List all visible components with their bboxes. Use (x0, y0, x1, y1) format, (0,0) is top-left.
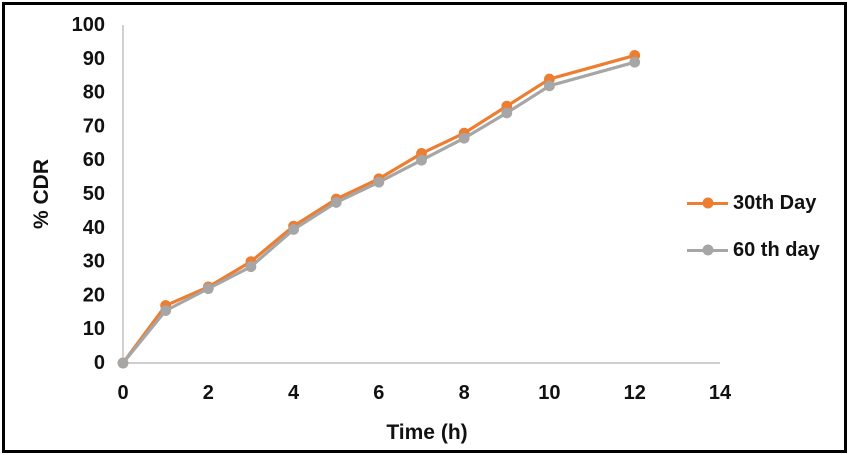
y-tick-label: 50 (83, 183, 105, 205)
series-1-marker (330, 197, 342, 208)
series-1-marker (288, 224, 299, 235)
y-tick-label: 90 (83, 48, 105, 70)
x-axis-title: Time (h) (386, 421, 468, 444)
series-1-marker (629, 56, 641, 68)
series-line-0 (121, 53, 637, 365)
x-tick-label: 12 (624, 382, 646, 404)
y-tick-label: 80 (83, 82, 105, 104)
legend-label: 60 th day (733, 238, 820, 261)
y-tick-label: 70 (83, 115, 105, 137)
y-tick-label: 10 (83, 318, 105, 340)
x-tick-label: 8 (459, 382, 470, 404)
series-1-marker (458, 132, 470, 144)
series-1-marker (245, 261, 257, 273)
y-tick-label: 0 (94, 352, 105, 374)
series-1-marker (544, 80, 555, 92)
x-tick-label: 4 (288, 382, 300, 404)
series-line-1 (121, 60, 637, 365)
y-axis-title: % CDR (30, 158, 53, 230)
y-tick-label: 30 (83, 251, 105, 273)
series-1-marker (373, 176, 385, 188)
legend-dot-swatch (702, 244, 713, 256)
y-tick-label: 100 (72, 14, 105, 36)
x-tick-label: 0 (117, 382, 128, 404)
series-1-marker (416, 154, 427, 166)
series-1-marker (160, 305, 172, 317)
series-1-marker (501, 107, 513, 119)
legend-entry-60th-day: 60 th day (687, 236, 820, 264)
line-with-marker-icon (687, 244, 728, 256)
y-tick-label: 20 (83, 284, 105, 306)
x-tick-label: 2 (203, 382, 214, 404)
line-with-marker-icon (687, 197, 728, 209)
x-tick-label: 14 (709, 382, 732, 404)
series-1-marker (117, 357, 129, 369)
y-tick-label: 40 (83, 217, 105, 239)
y-tick-label: 60 (83, 149, 105, 171)
legend: 30th Day 60 th day (687, 189, 820, 283)
x-tick-label: 6 (373, 382, 384, 404)
legend-label: 30th Day (733, 191, 817, 214)
legend-entry-30th-day: 30th Day (687, 189, 820, 217)
x-tick-label: 10 (538, 382, 560, 404)
series-1-marker (202, 283, 214, 295)
legend-dot-swatch (702, 197, 713, 209)
